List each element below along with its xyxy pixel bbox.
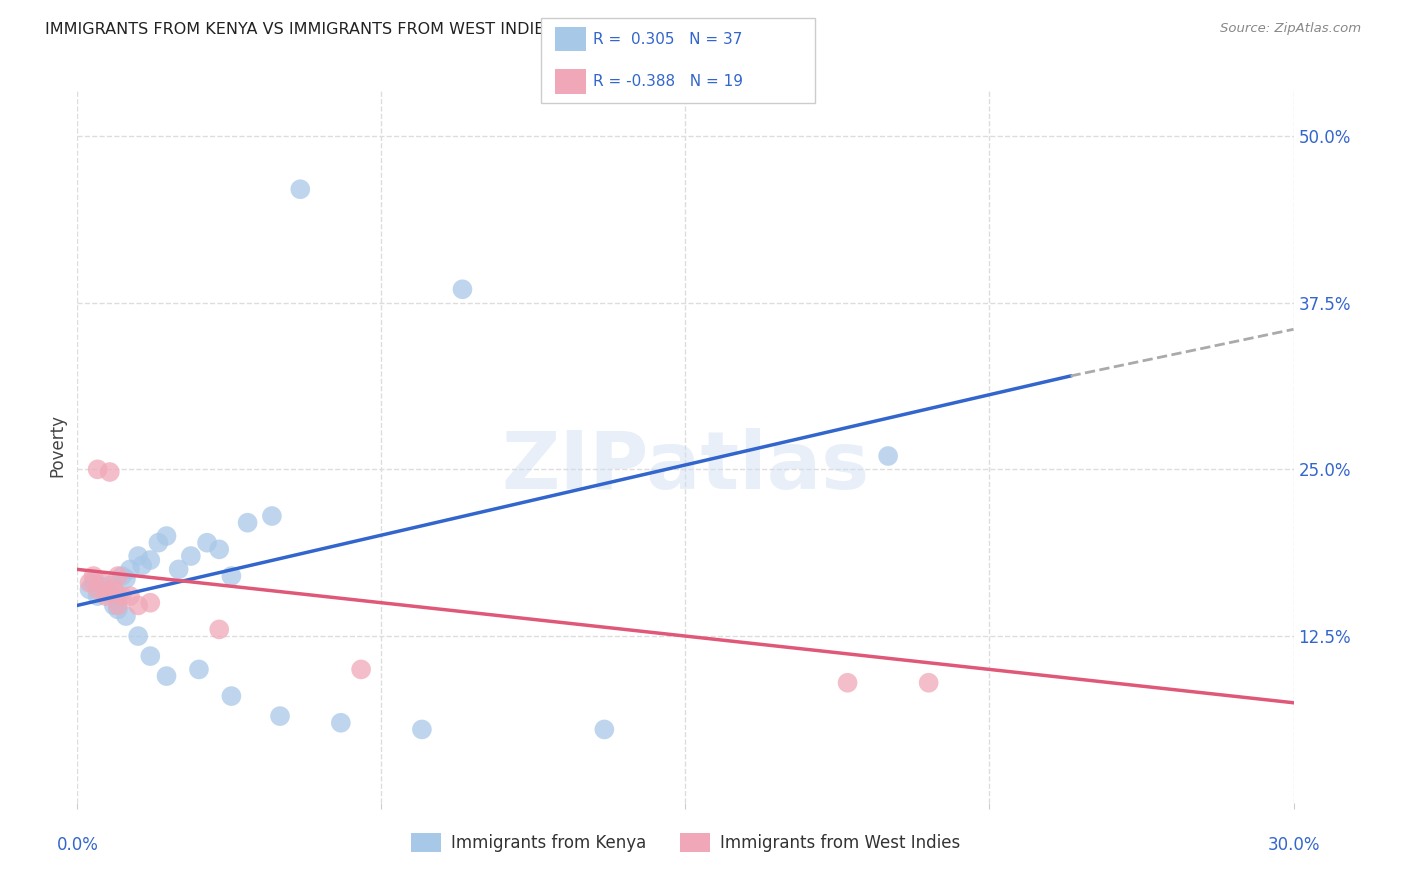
Point bbox=[195, 535, 218, 549]
Point bbox=[107, 599, 129, 613]
Point bbox=[107, 602, 129, 616]
Point bbox=[139, 596, 162, 610]
Point bbox=[451, 282, 474, 296]
Point bbox=[139, 649, 162, 664]
Point bbox=[208, 542, 231, 557]
Point bbox=[107, 569, 129, 583]
Point bbox=[131, 558, 153, 573]
Point bbox=[269, 709, 291, 723]
Text: 0.0%: 0.0% bbox=[56, 836, 98, 855]
Point bbox=[350, 662, 373, 676]
Point bbox=[90, 580, 112, 594]
Legend: Immigrants from Kenya, Immigrants from West Indies: Immigrants from Kenya, Immigrants from W… bbox=[405, 826, 966, 859]
Point bbox=[329, 715, 352, 730]
Point bbox=[155, 669, 177, 683]
Point bbox=[593, 723, 616, 737]
Point bbox=[139, 553, 162, 567]
Point bbox=[86, 582, 108, 597]
Point bbox=[411, 723, 433, 737]
Point bbox=[107, 589, 129, 603]
Point bbox=[837, 675, 859, 690]
Point bbox=[221, 569, 243, 583]
Point bbox=[208, 623, 231, 637]
Point bbox=[83, 575, 105, 590]
Point bbox=[103, 599, 125, 613]
Point bbox=[148, 535, 170, 549]
Point bbox=[111, 569, 134, 583]
Point bbox=[111, 589, 134, 603]
Point bbox=[94, 589, 117, 603]
Point bbox=[79, 575, 101, 590]
Point bbox=[877, 449, 900, 463]
Point bbox=[127, 599, 149, 613]
Point bbox=[86, 589, 108, 603]
Point bbox=[167, 562, 190, 576]
Point bbox=[290, 182, 312, 196]
Point bbox=[86, 462, 108, 476]
Point bbox=[115, 572, 138, 586]
Text: Source: ZipAtlas.com: Source: ZipAtlas.com bbox=[1220, 22, 1361, 36]
Point bbox=[115, 609, 138, 624]
Point bbox=[98, 578, 121, 592]
Point bbox=[918, 675, 941, 690]
Text: IMMIGRANTS FROM KENYA VS IMMIGRANTS FROM WEST INDIES POVERTY CORRELATION CHART: IMMIGRANTS FROM KENYA VS IMMIGRANTS FROM… bbox=[45, 22, 811, 37]
Point bbox=[127, 549, 149, 563]
Y-axis label: Poverty: Poverty bbox=[48, 415, 66, 477]
Point bbox=[83, 569, 105, 583]
Text: R =  0.305   N = 37: R = 0.305 N = 37 bbox=[593, 31, 742, 46]
Point bbox=[118, 562, 141, 576]
Point bbox=[118, 589, 141, 603]
Point bbox=[79, 582, 101, 597]
Point bbox=[236, 516, 259, 530]
Point bbox=[127, 629, 149, 643]
Text: R = -0.388   N = 19: R = -0.388 N = 19 bbox=[593, 74, 744, 89]
Point bbox=[260, 509, 283, 524]
Point bbox=[90, 575, 112, 590]
Point bbox=[94, 585, 117, 599]
Text: 30.0%: 30.0% bbox=[1267, 836, 1320, 855]
Point bbox=[98, 585, 121, 599]
Text: ZIPatlas: ZIPatlas bbox=[502, 428, 869, 507]
Point bbox=[98, 465, 121, 479]
Point bbox=[155, 529, 177, 543]
Point bbox=[221, 689, 243, 703]
Point bbox=[180, 549, 202, 563]
Point bbox=[188, 662, 211, 676]
Point bbox=[103, 582, 125, 597]
